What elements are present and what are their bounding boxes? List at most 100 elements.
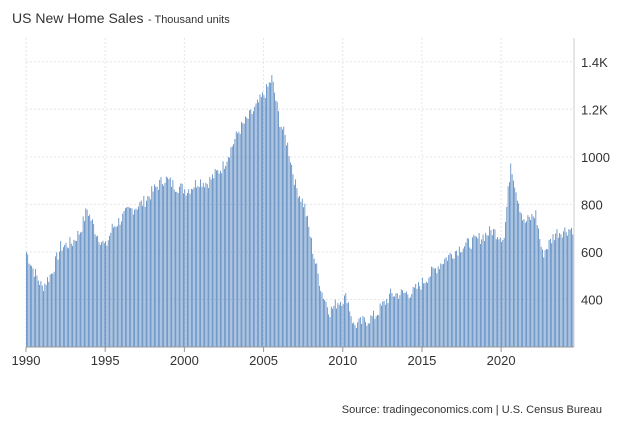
bar: [410, 297, 411, 347]
bar: [192, 189, 194, 347]
bar: [569, 229, 571, 347]
bar: [403, 292, 405, 347]
bar: [161, 184, 163, 347]
bar: [235, 131, 237, 347]
bar: [555, 233, 557, 347]
bar: [130, 208, 132, 347]
bar: [399, 295, 401, 347]
bar: [56, 252, 58, 347]
bar: [187, 193, 188, 347]
bar: [417, 282, 419, 347]
bar: [557, 237, 559, 347]
bar: [93, 224, 95, 347]
bar: [237, 133, 238, 347]
bar: [122, 213, 124, 347]
bar: [147, 196, 149, 347]
bar: [189, 193, 191, 347]
bar: [266, 84, 267, 348]
bar: [49, 274, 51, 347]
bar: [381, 305, 382, 347]
y-tick-label: 400: [581, 292, 603, 307]
bar: [77, 230, 79, 347]
bar: [292, 174, 294, 347]
bar: [45, 284, 47, 347]
bar: [239, 133, 241, 347]
bar: [357, 322, 359, 347]
bar: [128, 207, 130, 347]
bar: [159, 179, 161, 347]
bar: [117, 226, 118, 347]
bar: [80, 232, 81, 347]
bar: [505, 222, 506, 347]
bar: [157, 189, 159, 347]
bar: [457, 255, 459, 347]
bar: [283, 126, 285, 347]
bar: [311, 238, 312, 347]
bar: [385, 304, 386, 347]
bar: [315, 263, 316, 347]
bar: [482, 234, 484, 347]
bar: [59, 251, 60, 347]
bar: [284, 134, 286, 347]
bar: [185, 195, 187, 347]
bar: [126, 207, 128, 347]
bar: [57, 259, 59, 347]
bar: [88, 215, 89, 347]
bar: [547, 249, 549, 347]
bar: [289, 162, 291, 347]
bar: [44, 283, 46, 347]
bar: [39, 284, 40, 347]
bar: [551, 243, 553, 347]
bar: [317, 273, 319, 347]
bar: [514, 187, 516, 347]
bar: [171, 186, 172, 347]
bar: [209, 176, 211, 347]
bar: [308, 226, 310, 347]
x-tick-label: 2000: [170, 353, 199, 368]
bar: [485, 232, 487, 347]
bar: [98, 242, 100, 347]
bar: [115, 227, 117, 347]
bar: [286, 145, 287, 347]
bar: [274, 92, 275, 347]
bar: [522, 220, 524, 347]
bar: [110, 232, 112, 347]
bar: [144, 206, 146, 347]
bar: [225, 166, 227, 347]
bar: [470, 248, 472, 347]
bar: [111, 223, 113, 347]
bar: [176, 191, 178, 347]
bar: [134, 209, 135, 347]
bar: [138, 206, 139, 347]
bar: [520, 213, 522, 347]
bar: [408, 298, 410, 347]
bar: [402, 290, 403, 347]
bar: [154, 184, 155, 347]
bar: [487, 235, 489, 347]
bar: [350, 316, 352, 347]
bar: [229, 157, 231, 347]
bar: [511, 174, 513, 347]
bar: [262, 92, 264, 347]
bar: [279, 127, 281, 347]
bar: [477, 238, 479, 347]
x-tick-label: 1990: [12, 353, 41, 368]
bar: [255, 103, 257, 347]
bar: [481, 239, 483, 347]
bar: [340, 301, 341, 347]
bar: [165, 176, 167, 347]
bar: [69, 237, 71, 347]
y-tick-label: 600: [581, 245, 603, 260]
bar: [499, 237, 501, 347]
bar: [427, 282, 428, 347]
bar: [461, 251, 463, 347]
bar: [337, 303, 339, 347]
bar: [432, 267, 434, 347]
bar: [183, 193, 184, 347]
bar: [288, 156, 290, 347]
bar: [556, 229, 558, 347]
bar: [534, 218, 535, 347]
bar: [528, 216, 530, 347]
bar: [423, 283, 425, 347]
bar: [97, 235, 99, 347]
